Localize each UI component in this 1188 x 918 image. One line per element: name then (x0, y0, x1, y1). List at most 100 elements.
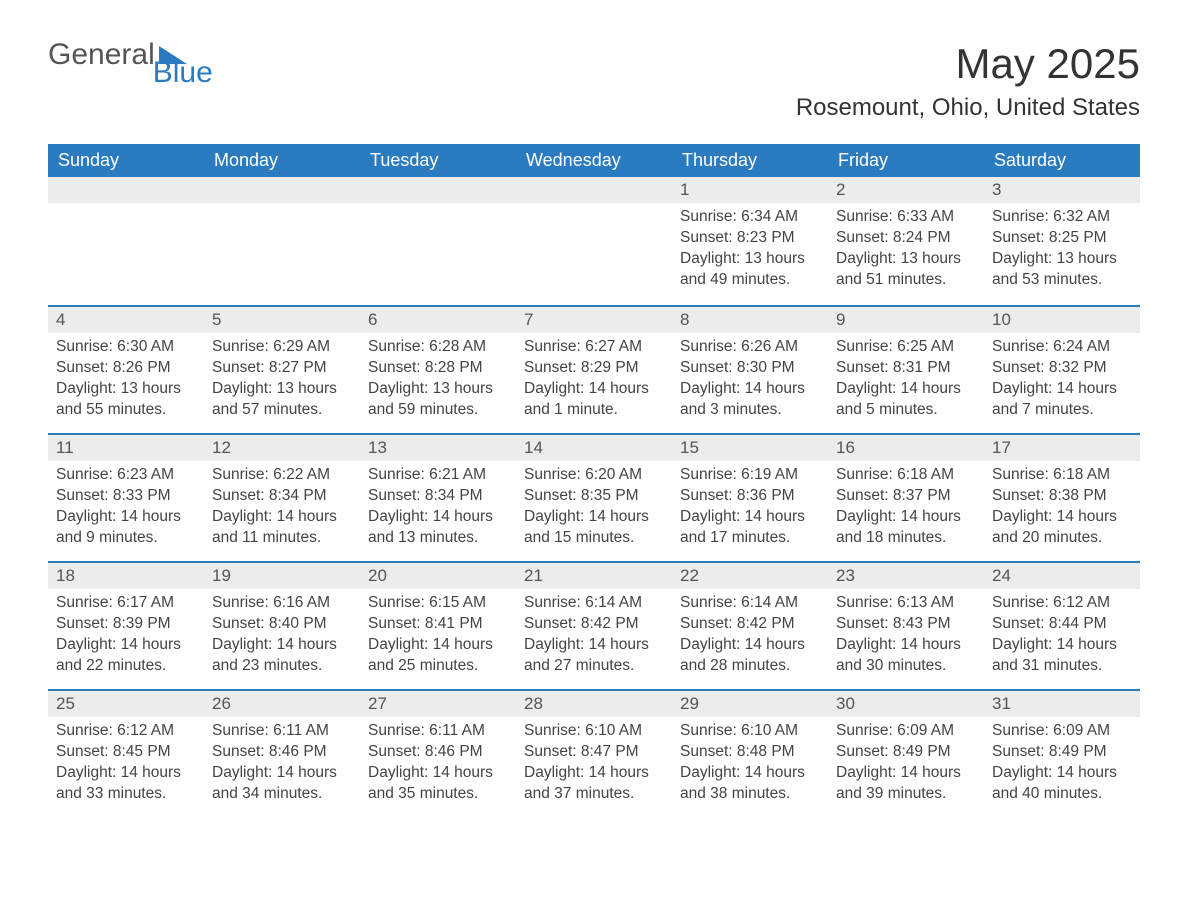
sunset-text: Sunset: 8:30 PM (680, 358, 820, 379)
sunset-text: Sunset: 8:44 PM (992, 614, 1132, 635)
calendar-week-row: 18Sunrise: 6:17 AMSunset: 8:39 PMDayligh… (48, 561, 1140, 689)
weekday-header: Wednesday (516, 144, 672, 177)
daylight-text: Daylight: 14 hours and 1 minute. (524, 379, 664, 421)
sunrise-text: Sunrise: 6:11 AM (212, 721, 352, 742)
day-number: 3 (984, 177, 1140, 203)
day-number: 7 (516, 305, 672, 333)
calendar-day-cell: 19Sunrise: 6:16 AMSunset: 8:40 PMDayligh… (204, 561, 360, 689)
sunrise-text: Sunrise: 6:24 AM (992, 337, 1132, 358)
calendar-day-cell: 4Sunrise: 6:30 AMSunset: 8:26 PMDaylight… (48, 305, 204, 433)
daylight-text: Daylight: 13 hours and 49 minutes. (680, 249, 820, 291)
day-details: Sunrise: 6:21 AMSunset: 8:34 PMDaylight:… (360, 461, 516, 557)
calendar-day-cell: 6Sunrise: 6:28 AMSunset: 8:28 PMDaylight… (360, 305, 516, 433)
brand-logo: General Blue (48, 40, 249, 70)
sunrise-text: Sunrise: 6:25 AM (836, 337, 976, 358)
sunrise-text: Sunrise: 6:12 AM (992, 593, 1132, 614)
daylight-text: Daylight: 14 hours and 39 minutes. (836, 763, 976, 805)
day-details: Sunrise: 6:10 AMSunset: 8:48 PMDaylight:… (672, 717, 828, 813)
daylight-text: Daylight: 14 hours and 40 minutes. (992, 763, 1132, 805)
day-number: 27 (360, 689, 516, 717)
calendar-week-row: 25Sunrise: 6:12 AMSunset: 8:45 PMDayligh… (48, 689, 1140, 817)
calendar-day-cell: 9Sunrise: 6:25 AMSunset: 8:31 PMDaylight… (828, 305, 984, 433)
empty-day-bar (204, 177, 360, 203)
day-number: 14 (516, 433, 672, 461)
day-details: Sunrise: 6:22 AMSunset: 8:34 PMDaylight:… (204, 461, 360, 557)
day-details: Sunrise: 6:10 AMSunset: 8:47 PMDaylight:… (516, 717, 672, 813)
weekday-header: Friday (828, 144, 984, 177)
sunset-text: Sunset: 8:47 PM (524, 742, 664, 763)
day-details: Sunrise: 6:24 AMSunset: 8:32 PMDaylight:… (984, 333, 1140, 429)
sunrise-text: Sunrise: 6:28 AM (368, 337, 508, 358)
calendar-day-cell: 14Sunrise: 6:20 AMSunset: 8:35 PMDayligh… (516, 433, 672, 561)
calendar-day-cell: 26Sunrise: 6:11 AMSunset: 8:46 PMDayligh… (204, 689, 360, 817)
calendar-day-cell (48, 177, 204, 305)
day-number: 21 (516, 561, 672, 589)
day-details: Sunrise: 6:14 AMSunset: 8:42 PMDaylight:… (516, 589, 672, 685)
weekday-header: Sunday (48, 144, 204, 177)
daylight-text: Daylight: 14 hours and 25 minutes. (368, 635, 508, 677)
calendar-day-cell: 22Sunrise: 6:14 AMSunset: 8:42 PMDayligh… (672, 561, 828, 689)
daylight-text: Daylight: 14 hours and 5 minutes. (836, 379, 976, 421)
day-number: 20 (360, 561, 516, 589)
day-details: Sunrise: 6:12 AMSunset: 8:45 PMDaylight:… (48, 717, 204, 813)
brand-part2: Blue (153, 58, 213, 88)
daylight-text: Daylight: 14 hours and 33 minutes. (56, 763, 196, 805)
day-details: Sunrise: 6:32 AMSunset: 8:25 PMDaylight:… (984, 203, 1140, 299)
sunset-text: Sunset: 8:34 PM (212, 486, 352, 507)
day-number: 18 (48, 561, 204, 589)
daylight-text: Daylight: 14 hours and 18 minutes. (836, 507, 976, 549)
day-number: 4 (48, 305, 204, 333)
sunrise-text: Sunrise: 6:23 AM (56, 465, 196, 486)
calendar-day-cell: 11Sunrise: 6:23 AMSunset: 8:33 PMDayligh… (48, 433, 204, 561)
sunrise-text: Sunrise: 6:10 AM (680, 721, 820, 742)
sunrise-text: Sunrise: 6:13 AM (836, 593, 976, 614)
calendar-day-cell: 29Sunrise: 6:10 AMSunset: 8:48 PMDayligh… (672, 689, 828, 817)
sunrise-text: Sunrise: 6:12 AM (56, 721, 196, 742)
calendar-day-cell: 17Sunrise: 6:18 AMSunset: 8:38 PMDayligh… (984, 433, 1140, 561)
calendar-day-cell: 23Sunrise: 6:13 AMSunset: 8:43 PMDayligh… (828, 561, 984, 689)
day-details: Sunrise: 6:14 AMSunset: 8:42 PMDaylight:… (672, 589, 828, 685)
day-details: Sunrise: 6:17 AMSunset: 8:39 PMDaylight:… (48, 589, 204, 685)
sunrise-text: Sunrise: 6:32 AM (992, 207, 1132, 228)
calendar-day-cell: 28Sunrise: 6:10 AMSunset: 8:47 PMDayligh… (516, 689, 672, 817)
day-number: 11 (48, 433, 204, 461)
calendar-day-cell: 1Sunrise: 6:34 AMSunset: 8:23 PMDaylight… (672, 177, 828, 305)
day-number: 15 (672, 433, 828, 461)
day-details: Sunrise: 6:18 AMSunset: 8:38 PMDaylight:… (984, 461, 1140, 557)
day-details: Sunrise: 6:25 AMSunset: 8:31 PMDaylight:… (828, 333, 984, 429)
calendar-day-cell (516, 177, 672, 305)
calendar-day-cell: 13Sunrise: 6:21 AMSunset: 8:34 PMDayligh… (360, 433, 516, 561)
calendar-day-cell: 2Sunrise: 6:33 AMSunset: 8:24 PMDaylight… (828, 177, 984, 305)
weekday-header: Monday (204, 144, 360, 177)
sunrise-text: Sunrise: 6:11 AM (368, 721, 508, 742)
calendar-day-cell: 7Sunrise: 6:27 AMSunset: 8:29 PMDaylight… (516, 305, 672, 433)
sunset-text: Sunset: 8:24 PM (836, 228, 976, 249)
sunrise-text: Sunrise: 6:27 AM (524, 337, 664, 358)
sunrise-text: Sunrise: 6:09 AM (836, 721, 976, 742)
day-number: 1 (672, 177, 828, 203)
day-number: 6 (360, 305, 516, 333)
sunrise-text: Sunrise: 6:34 AM (680, 207, 820, 228)
day-number: 17 (984, 433, 1140, 461)
sunset-text: Sunset: 8:46 PM (212, 742, 352, 763)
daylight-text: Daylight: 14 hours and 20 minutes. (992, 507, 1132, 549)
sunset-text: Sunset: 8:42 PM (524, 614, 664, 635)
sunrise-text: Sunrise: 6:15 AM (368, 593, 508, 614)
day-details: Sunrise: 6:09 AMSunset: 8:49 PMDaylight:… (984, 717, 1140, 813)
calendar-day-cell: 8Sunrise: 6:26 AMSunset: 8:30 PMDaylight… (672, 305, 828, 433)
calendar-day-cell: 16Sunrise: 6:18 AMSunset: 8:37 PMDayligh… (828, 433, 984, 561)
daylight-text: Daylight: 13 hours and 59 minutes. (368, 379, 508, 421)
day-details: Sunrise: 6:33 AMSunset: 8:24 PMDaylight:… (828, 203, 984, 299)
daylight-text: Daylight: 14 hours and 37 minutes. (524, 763, 664, 805)
day-number: 2 (828, 177, 984, 203)
location-subtitle: Rosemount, Ohio, United States (796, 94, 1140, 122)
sunrise-text: Sunrise: 6:17 AM (56, 593, 196, 614)
sunset-text: Sunset: 8:45 PM (56, 742, 196, 763)
calendar-day-cell (360, 177, 516, 305)
day-number: 13 (360, 433, 516, 461)
calendar-day-cell: 20Sunrise: 6:15 AMSunset: 8:41 PMDayligh… (360, 561, 516, 689)
daylight-text: Daylight: 14 hours and 27 minutes. (524, 635, 664, 677)
day-number: 5 (204, 305, 360, 333)
day-number: 25 (48, 689, 204, 717)
empty-day-bar (48, 177, 204, 203)
